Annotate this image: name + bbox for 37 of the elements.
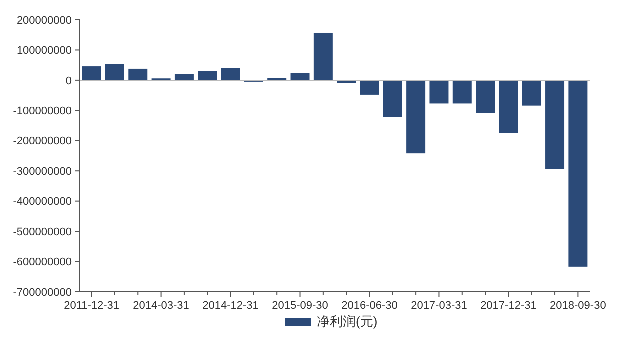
x-tick-label: 2018-09-30 [550, 300, 606, 312]
bar [406, 80, 426, 154]
bar [522, 80, 542, 106]
bar [128, 68, 148, 80]
y-tick-label: -100000000 [13, 106, 72, 118]
x-tick-label: 2014-03-31 [133, 300, 190, 312]
bar [174, 74, 194, 80]
bar [105, 64, 124, 80]
x-tick-label: 2011-12-31 [64, 300, 120, 312]
y-tick-label: -400000000 [13, 196, 72, 208]
bar [221, 68, 240, 80]
y-tick-label: 200000000 [16, 14, 72, 27]
bar [290, 73, 310, 80]
legend-label: 净利润(元) [317, 314, 378, 329]
bar [546, 80, 565, 170]
bar [383, 80, 402, 118]
bar [499, 80, 518, 134]
bar [360, 80, 380, 95]
y-tick-label: -300000000 [13, 166, 72, 178]
x-tick-label: 2014-12-31 [202, 300, 259, 312]
bar [430, 80, 449, 104]
y-tick-label: 0 [66, 75, 72, 88]
x-tick-label: 2015-09-30 [272, 300, 328, 312]
bar [82, 66, 102, 80]
bar [198, 71, 218, 80]
bar [314, 32, 333, 80]
y-tick-label: -200000000 [13, 136, 72, 148]
bar [452, 80, 472, 104]
bar [476, 80, 496, 114]
x-tick-label: 2017-12-31 [480, 300, 537, 312]
y-tick-label: -700000000 [13, 286, 72, 299]
x-tick-label: 2017-03-31 [411, 300, 468, 312]
y-tick-label: -500000000 [13, 226, 72, 238]
x-tick-label: 2016-06-30 [342, 300, 398, 312]
y-tick-label: 100000000 [16, 45, 72, 58]
bar [568, 80, 588, 267]
y-tick-label: -600000000 [13, 256, 72, 269]
